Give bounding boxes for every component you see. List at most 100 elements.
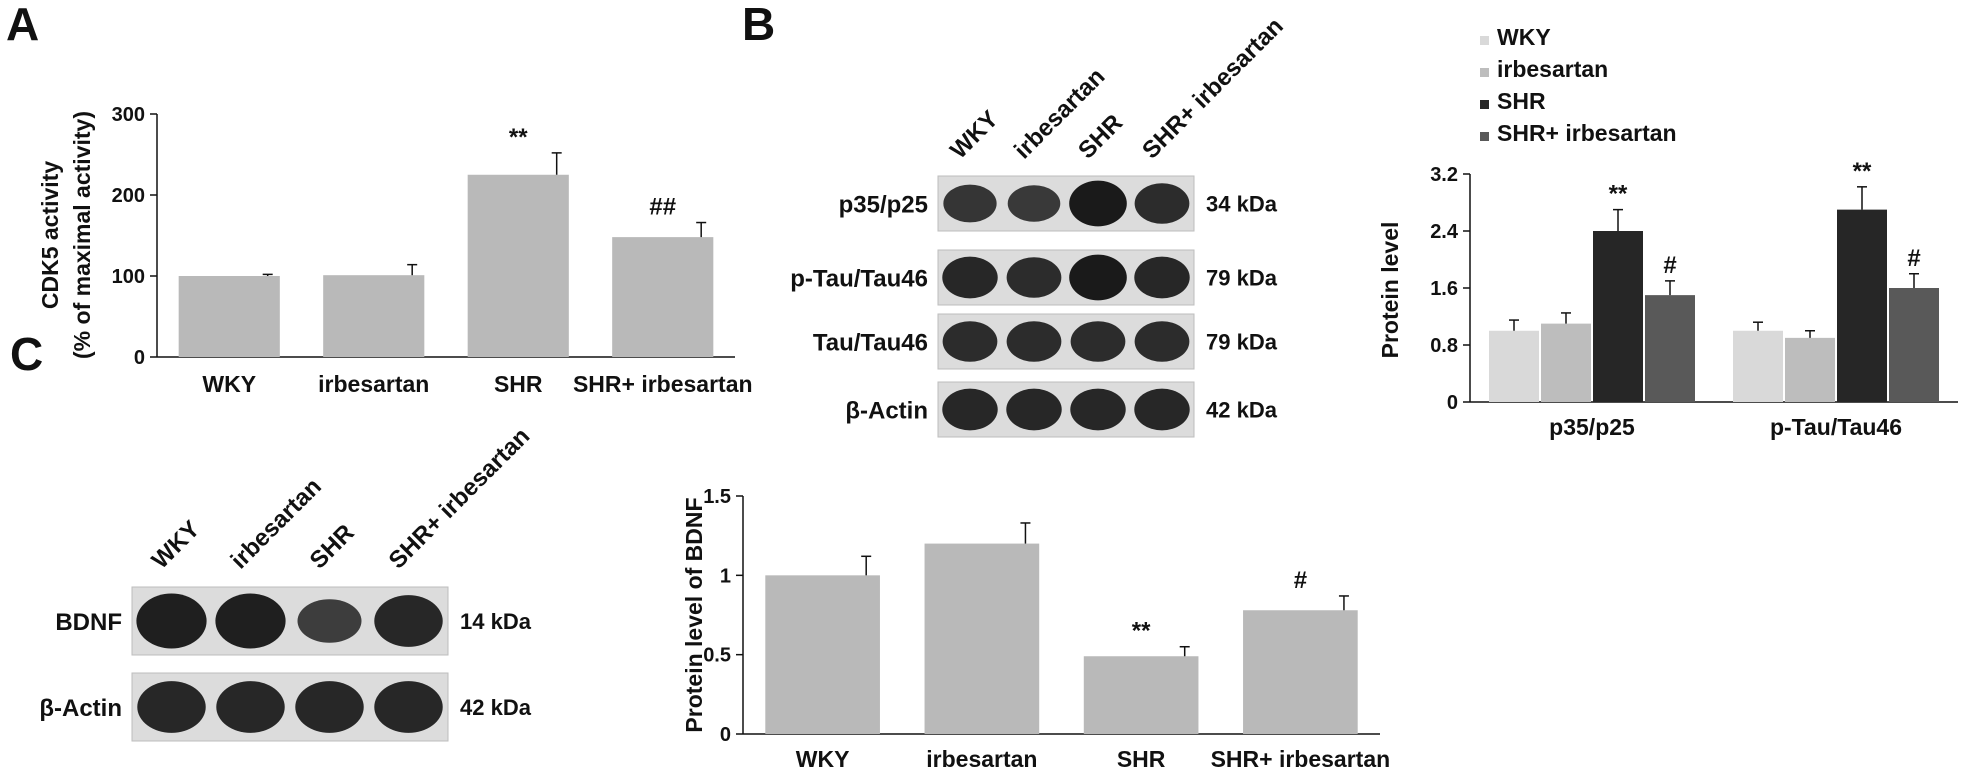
chart-c-category-label: irbesartan	[926, 746, 1037, 772]
chart-c-ylabel: Protein level of BDNF	[681, 497, 707, 732]
chart-b-ytick-label: 0	[1447, 392, 1458, 414]
blot-b-band-actin	[1070, 388, 1126, 431]
blot-b-band-tau-tau46	[942, 321, 998, 362]
chart-c-ytick-label: 0	[720, 724, 731, 746]
panel-letter-c: C	[10, 328, 43, 380]
chart-a-ylabel-2: (% of maximal activity)	[69, 111, 95, 359]
blot-c-band-bdnf	[215, 593, 286, 649]
blot-b-lane-label: SHR+ irbesartan	[1137, 13, 1289, 165]
chart-a-ytick-label: 0	[134, 347, 145, 369]
blot-b-band-actin	[1134, 388, 1190, 431]
blot-b-row-label: p35/p25	[839, 192, 928, 219]
blot-b-row-label: β-Actin	[845, 398, 928, 425]
chart-c-category-label: SHR	[1117, 746, 1166, 772]
blot-c-lane-label: SHR	[305, 519, 360, 574]
chart-b-ytick-label: 0.8	[1430, 335, 1458, 357]
chart-b-legend-label: WKY	[1497, 24, 1551, 50]
chart-c-ytick-label: 0.5	[703, 645, 731, 667]
blot-b-band-tau-tau46	[1006, 321, 1062, 362]
chart-b-legend-swatch-wky	[1480, 36, 1489, 45]
chart-b-bar-p-tau-tau46-wky	[1733, 330, 1783, 402]
chart-c-bar-shr	[1083, 656, 1199, 734]
blot-b-band-tau-tau46	[1070, 321, 1126, 362]
chart-c-bar-shr-irbesartan	[1243, 610, 1358, 734]
chart-c-bar-wky	[765, 575, 880, 734]
blot-c-band-bdnf	[136, 593, 207, 649]
chart-a-category-label: SHR+ irbesartan	[573, 371, 753, 397]
chart-b-bar-p35-p25-shr-irbesartan	[1645, 295, 1695, 402]
chart-a-ytick-label: 200	[112, 185, 145, 207]
blot-b-band-p35-p25	[1134, 183, 1190, 224]
chart-b-legend-swatch-irbesartan	[1480, 68, 1489, 77]
blot-b-band-p35-p25	[1007, 185, 1061, 222]
chart-b-sig-label: **	[1853, 158, 1872, 185]
chart-b-ytick-label: 3.2	[1430, 164, 1458, 186]
chart-c-category-label: WKY	[796, 746, 850, 772]
blot-b-lane-label: SHR	[1073, 109, 1128, 164]
chart-b-legend-swatch-shr	[1480, 100, 1489, 109]
blot-b-band-p-tau-tau46	[942, 256, 998, 299]
blot-b-band-tau-tau46	[1134, 321, 1190, 362]
blot-b-lane-label: WKY	[945, 106, 1004, 165]
chart-b-protein-level: 0 0.8 1.6 2.4 3.2 ** # p35/p25 ** # p-Tau/Tau46 Pro…	[1377, 24, 1958, 440]
chart-b-sig-label: **	[1609, 181, 1628, 208]
blot-c-band-bdnf	[374, 595, 443, 647]
chart-b-bar-p35-p25-shr	[1593, 231, 1643, 402]
chart-b-ytick-label: 2.4	[1430, 221, 1459, 243]
blot-c-band-actin	[374, 681, 443, 733]
chart-a-bar-wky	[178, 276, 280, 357]
blot-c-kda-label: 42 kDa	[460, 695, 532, 720]
chart-a-sig-label: ##	[649, 194, 676, 221]
blot-b-kda-label: 79 kDa	[1206, 266, 1278, 291]
blot-b-band-actin	[942, 388, 998, 431]
chart-b-sig-label: #	[1663, 252, 1676, 279]
chart-b-ylabel: Protein level	[1377, 222, 1403, 359]
chart-a-bar-shr-irbesartan	[612, 237, 714, 357]
chart-b-sig-label: #	[1907, 245, 1920, 272]
blot-c-row-label: BDNF	[55, 609, 122, 636]
chart-a-ytick-label: 300	[112, 104, 145, 126]
chart-b-ytick-label: 1.6	[1430, 278, 1458, 300]
chart-b-legend-label: SHR	[1497, 88, 1546, 114]
chart-b-legend-label: SHR+ irbesartan	[1497, 120, 1677, 146]
chart-b-category-label: p35/p25	[1549, 414, 1635, 440]
blot-c-band-actin	[295, 681, 364, 733]
chart-a-ylabel: CDK5 activity	[37, 161, 63, 309]
blot-b-kda-label: 79 kDa	[1206, 330, 1278, 355]
chart-c-bar-irbesartan	[924, 543, 1040, 734]
blot-b-row-label: p-Tau/Tau46	[790, 266, 928, 293]
chart-c-sig-label: #	[1294, 567, 1307, 594]
chart-c-ytick-label: 1.5	[703, 486, 731, 508]
chart-a-cdk5-activity: 0 100 200 300 WKY irbesartan ** SHR ## SHR+ irbes…	[37, 104, 753, 397]
blot-c-band-actin	[137, 681, 206, 733]
blot-b-band-p35-p25	[1069, 180, 1127, 227]
blot-b-band-p-tau-tau46	[1069, 254, 1127, 301]
chart-b-legend-label: irbesartan	[1497, 56, 1608, 82]
chart-a-category-label: WKY	[202, 371, 256, 397]
chart-a-bar-irbesartan	[323, 275, 425, 357]
chart-b-bar-p-tau-tau46-shr	[1837, 209, 1887, 402]
chart-b-bar-p35-p25-irbesartan	[1541, 323, 1591, 402]
blot-b-kda-label: 34 kDa	[1206, 192, 1278, 217]
chart-a-bar-shr	[467, 174, 569, 357]
blot-b-band-p-tau-tau46	[1006, 257, 1062, 298]
chart-c-ytick-label: 1	[720, 565, 731, 587]
chart-a-ytick-label: 100	[112, 266, 145, 288]
chart-c-bdnf-level: 0 0.5 1 1.5 WKY irbesartan ** SHR # SHR+ irbesart…	[681, 486, 1390, 772]
blot-b-band-p-tau-tau46	[1134, 256, 1190, 299]
chart-b-bar-p-tau-tau46-irbesartan	[1785, 337, 1835, 402]
blot-c-kda-label: 14 kDa	[460, 609, 532, 634]
chart-a-category-label: SHR	[494, 371, 543, 397]
blot-b-band-p35-p25	[943, 184, 997, 223]
blot-c-row-label: β-Actin	[39, 695, 122, 722]
blot-c-band-bdnf	[297, 599, 362, 643]
blot-b-band-actin	[1006, 388, 1062, 431]
chart-a-sig-label: **	[509, 124, 528, 151]
blot-b-row-label: Tau/Tau46	[813, 330, 928, 357]
chart-b-bar-p35-p25-wky	[1489, 330, 1539, 402]
blot-c-lane-label: SHR+ irbesartan	[384, 423, 536, 575]
blot-b-kda-label: 42 kDa	[1206, 398, 1278, 423]
